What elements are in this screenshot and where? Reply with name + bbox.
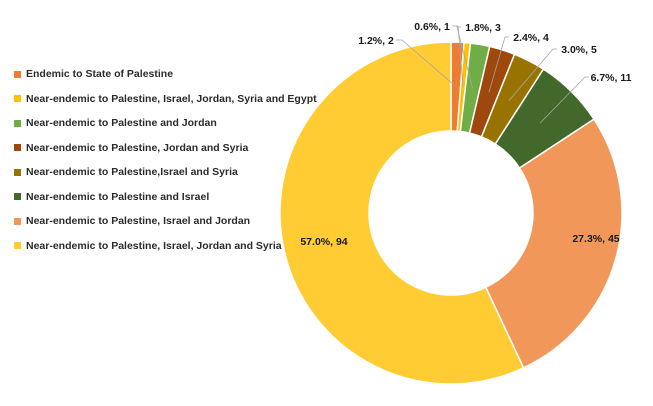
legend-item: Near-endemic to Palestine,Israel and Syr… [14,160,317,185]
leader-line [456,26,473,89]
legend-item: Near-endemic to Palestine and Jordan [14,111,317,136]
legend-label: Near-endemic to Palestine, Jordan and Sy… [26,141,249,154]
legend-item: Endemic to State of Palestine [14,62,317,87]
data-label: 2.4%, 4 [513,32,549,44]
legend-swatch [14,70,21,78]
slice [279,41,525,385]
leader-line [488,36,509,93]
legend-swatch [14,119,21,127]
legend-label: Endemic to State of Palestine [26,68,174,81]
legend: Endemic to State of Palestine Near-endem… [14,62,317,258]
data-label: 27.3%, 45 [572,233,619,245]
data-label: 1.2%, 2 [358,35,394,47]
legend-label: Near-endemic to Palestine and Israel [26,190,210,203]
data-label: 3.0%, 5 [561,44,597,56]
data-label: 1.8%, 3 [465,22,501,34]
slice [484,118,623,369]
legend-swatch [14,217,21,225]
legend-label: Near-endemic to Palestine, Israel and Jo… [26,215,251,228]
leader-line [508,48,557,101]
legend-swatch [14,193,21,201]
legend-swatch [14,144,21,152]
legend-swatch [14,242,21,250]
leader-line [539,76,589,124]
legend-item: Near-endemic to Palestine, Jordan and Sy… [14,136,317,161]
legend-label: Near-endemic to Palestine and Jordan [26,117,217,130]
legend-item: Near-endemic to Palestine and Israel [14,185,317,210]
leader-line [452,25,464,88]
legend-swatch [14,95,21,103]
legend-item: Near-endemic to Palestine, Israel, Jorda… [14,234,317,259]
data-label: 57.0%, 94 [300,236,347,248]
legend-swatch [14,168,21,176]
legend-label: Near-endemic to Palestine, Israel, Jorda… [26,92,317,105]
legend-label: Near-endemic to Palestine, Israel, Jorda… [26,239,282,252]
legend-item: Near-endemic to Palestine, Israel and Jo… [14,209,317,234]
legend-label: Near-endemic to Palestine,Israel and Syr… [26,166,238,179]
data-label: 0.6%, 1 [414,21,450,33]
legend-item: Near-endemic to Palestine, Israel, Jorda… [14,87,317,112]
data-label: 6.7%, 11 [591,72,632,84]
leader-line [396,39,457,87]
